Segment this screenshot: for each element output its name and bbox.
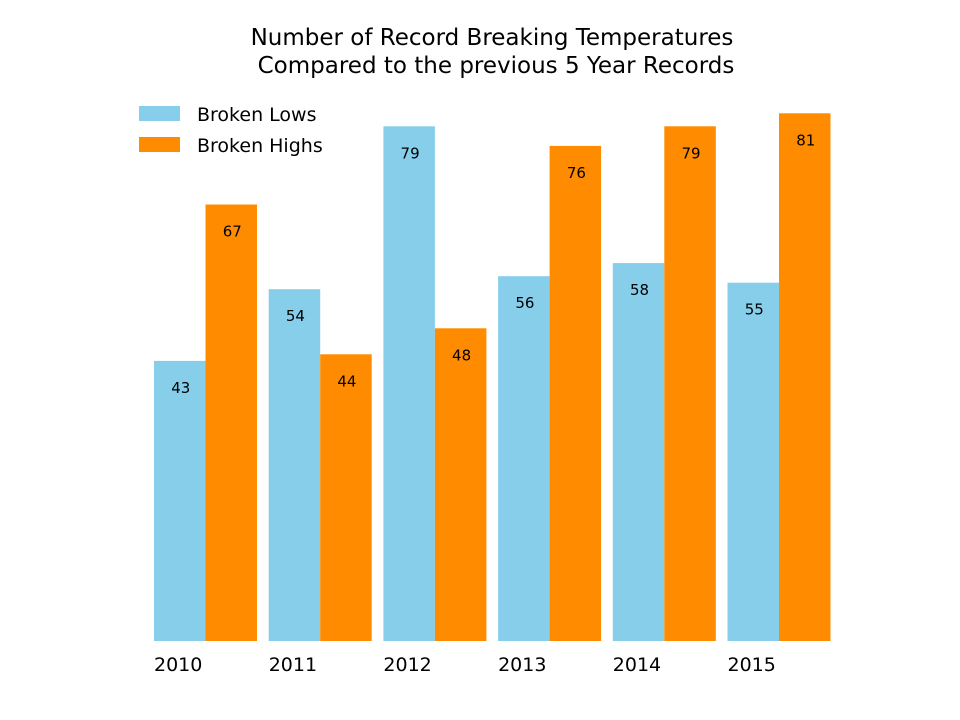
data-label-broken-highs-2014: 79 (681, 144, 700, 162)
bar-broken-highs-2010 (205, 204, 257, 641)
data-labels-layer: 43 67 54 44 79 48 56 76 58 79 55 81 (171, 131, 815, 397)
bar-broken-highs-2011 (320, 354, 372, 641)
bar-broken-highs-2014 (664, 126, 716, 642)
data-label-broken-highs-2015: 81 (796, 131, 815, 149)
bar-broken-highs-2012 (434, 328, 487, 641)
x-tick-label-2012: 2012 (383, 654, 431, 676)
legend-label-broken-lows: Broken Lows (197, 104, 316, 126)
bar-broken-lows-2014 (612, 263, 665, 641)
bar-broken-lows-2012 (383, 126, 435, 642)
bar-broken-lows-2015 (727, 282, 779, 641)
chart-title-line-2: Compared to the previous 5 Year Records (258, 53, 735, 79)
data-label-broken-highs-2012: 48 (452, 346, 471, 364)
data-label-broken-lows-2010: 43 (171, 379, 190, 397)
chart-title: Number of Record Breaking Temperatures C… (251, 25, 735, 79)
data-label-broken-lows-2012: 79 (401, 144, 420, 162)
x-tick-labels: 2010 2011 2012 2013 2014 2015 (154, 654, 776, 676)
data-label-broken-highs-2011: 44 (337, 372, 356, 390)
data-label-broken-lows-2015: 55 (745, 301, 764, 319)
data-label-broken-lows-2013: 56 (515, 294, 534, 312)
legend-label-broken-highs: Broken Highs (197, 135, 323, 157)
chart-title-line-1: Number of Record Breaking Temperatures (251, 25, 734, 51)
data-label-broken-lows-2011: 54 (286, 307, 305, 325)
bar-broken-lows-2010 (154, 360, 206, 641)
data-label-broken-highs-2013: 76 (567, 164, 586, 182)
x-tick-label-2014: 2014 (613, 654, 661, 676)
legend: Broken Lows Broken Highs (139, 104, 323, 157)
data-label-broken-highs-2010: 67 (223, 223, 242, 241)
bars-layer (154, 113, 831, 642)
x-tick-label-2015: 2015 (728, 654, 776, 676)
x-tick-label-2013: 2013 (498, 654, 546, 676)
legend-swatch-broken-highs (139, 137, 180, 152)
data-label-broken-lows-2014: 58 (630, 281, 649, 299)
x-tick-label-2010: 2010 (154, 654, 202, 676)
legend-swatch-broken-lows (139, 106, 180, 121)
bar-broken-lows-2013 (498, 276, 550, 641)
bar-broken-highs-2013 (549, 145, 602, 641)
x-tick-label-2011: 2011 (269, 654, 317, 676)
bar-broken-highs-2015 (779, 113, 831, 642)
bar-broken-lows-2011 (268, 289, 321, 641)
